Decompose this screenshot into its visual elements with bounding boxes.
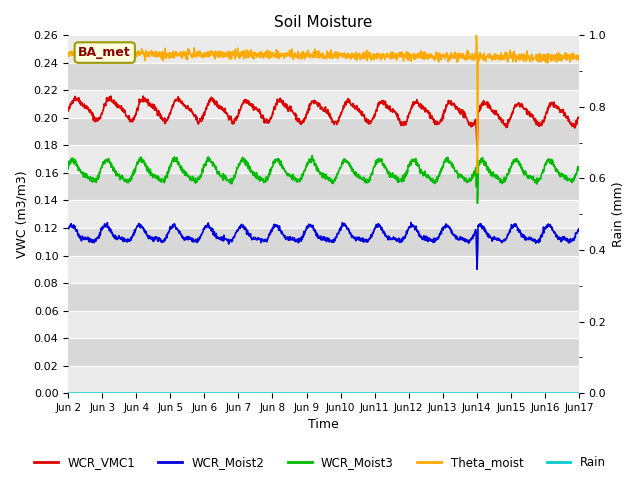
Bar	[68, 255, 579, 283]
Bar	[68, 283, 579, 311]
Y-axis label: Rain (mm): Rain (mm)	[612, 181, 625, 247]
Bar	[68, 228, 579, 255]
Bar	[68, 311, 579, 338]
Bar	[68, 338, 579, 366]
Bar	[68, 118, 579, 145]
Title: Soil Moisture: Soil Moisture	[275, 15, 372, 30]
Legend: WCR_VMC1, WCR_Moist2, WCR_Moist3, Theta_moist, Rain: WCR_VMC1, WCR_Moist2, WCR_Moist3, Theta_…	[29, 452, 611, 474]
Bar	[68, 145, 579, 173]
Y-axis label: VWC (m3/m3): VWC (m3/m3)	[15, 170, 28, 258]
Text: BA_met: BA_met	[78, 46, 131, 59]
Bar	[68, 366, 579, 393]
Bar	[68, 173, 579, 201]
Bar	[68, 90, 579, 118]
Bar	[68, 36, 579, 63]
Bar	[68, 201, 579, 228]
X-axis label: Time: Time	[308, 419, 339, 432]
Bar	[68, 63, 579, 90]
